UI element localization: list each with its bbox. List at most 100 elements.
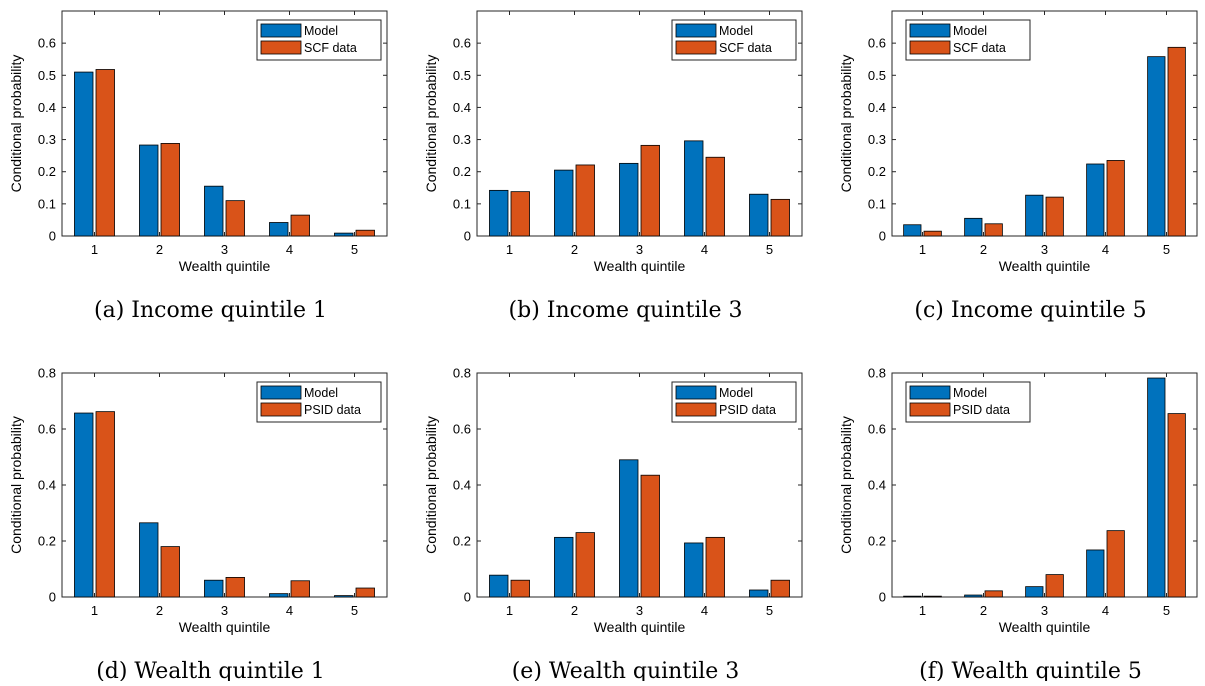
bar-model <box>964 217 983 237</box>
bar-data <box>95 69 115 237</box>
x-tick-label: 1 <box>919 242 926 257</box>
bar-data <box>984 590 1003 598</box>
x-tick-label: 4 <box>701 603 708 618</box>
y-tick-label: 0.6 <box>38 422 56 437</box>
x-tick-label: 3 <box>1041 242 1048 257</box>
bar-data <box>160 143 180 237</box>
x-tick-label: 5 <box>766 603 773 618</box>
legend-label-model: Model <box>304 24 338 38</box>
bar-model <box>489 189 509 237</box>
legend-swatch-model <box>260 23 302 38</box>
y-tick-label: 0.1 <box>868 196 886 211</box>
legend-swatch-data <box>909 40 951 55</box>
x-tick-label: 5 <box>766 242 773 257</box>
bar-data <box>225 200 245 237</box>
x-tick-label: 4 <box>1102 242 1109 257</box>
chart-panel-a: 0 0.1 0.2 0.3 0.4 0.5 0.6 1 2 3 4 5 Wealth quintile C… <box>8 10 388 323</box>
y-tick-label: 0 <box>464 590 471 605</box>
bar-model <box>139 144 159 237</box>
panel-caption: (e) Wealth quintile 3 <box>512 659 740 681</box>
bar-data <box>510 579 530 598</box>
legend-label-model: Model <box>953 24 987 38</box>
bar-model <box>554 169 574 237</box>
bar-data <box>770 579 790 598</box>
y-tick-label: 0.3 <box>38 132 56 147</box>
bar-data <box>640 474 660 598</box>
y-axis-label: Conditional probability <box>423 55 439 193</box>
bar-model <box>334 595 354 598</box>
bar-model <box>964 594 983 598</box>
y-tick-label: 0.5 <box>868 68 886 83</box>
bar-data <box>923 595 942 598</box>
bar-data <box>705 156 725 237</box>
y-axis-label: Conditional probability <box>8 55 24 193</box>
bar-data <box>95 411 115 598</box>
bar-data <box>160 546 180 598</box>
bar-data <box>1045 574 1064 598</box>
legend: Model PSID data <box>256 381 382 423</box>
x-tick-label: 1 <box>919 603 926 618</box>
legend: Model SCF data <box>671 19 797 61</box>
y-tick-label: 0 <box>49 229 56 244</box>
bar-model <box>74 412 94 598</box>
chart-panel-b: 0 0.1 0.2 0.3 0.4 0.5 0.6 1 2 3 4 5 Wealth quintile C… <box>423 10 803 323</box>
bar-model <box>619 162 639 237</box>
y-tick-label: 0.2 <box>38 164 56 179</box>
bar-data <box>1167 413 1186 598</box>
panel-caption: (d) Wealth quintile 1 <box>96 659 325 681</box>
y-axis-label: Conditional probability <box>8 416 24 554</box>
legend-label-model: Model <box>719 24 753 38</box>
x-tick-label: 3 <box>221 603 228 618</box>
panel-caption: (c) Income quintile 5 <box>914 298 1146 323</box>
bar-model <box>1025 194 1044 237</box>
y-tick-label: 0.2 <box>868 534 886 549</box>
x-tick-label: 5 <box>351 603 358 618</box>
y-tick-label: 0.8 <box>868 366 886 381</box>
y-axis-label: Conditional probability <box>838 55 854 193</box>
y-tick-label: 0.2 <box>38 534 56 549</box>
y-tick-label: 0.4 <box>38 100 56 115</box>
legend: Model SCF data <box>905 19 1031 61</box>
bar-data <box>1045 196 1064 237</box>
legend-swatch-data <box>260 402 302 417</box>
x-tick-label: 1 <box>91 603 98 618</box>
y-tick-label: 0.6 <box>868 36 886 51</box>
legend-label-data: PSID data <box>304 403 361 417</box>
legend-swatch-data <box>675 40 717 55</box>
bar-model <box>1086 163 1105 237</box>
bar-model <box>684 542 704 598</box>
x-tick-label: 2 <box>156 603 163 618</box>
chart-panel-f: 0 0.2 0.4 0.6 0.8 1 2 3 4 5 Wealth quintile Conditi… <box>838 366 1198 684</box>
y-tick-label: 0.1 <box>453 196 471 211</box>
legend-label-data: SCF data <box>719 41 772 55</box>
bar-model <box>749 193 769 237</box>
y-tick-label: 0 <box>879 590 886 605</box>
x-tick-label: 2 <box>156 242 163 257</box>
legend-label-data: PSID data <box>953 403 1010 417</box>
bar-model <box>1147 56 1166 237</box>
legend-swatch-model <box>260 385 302 400</box>
panel-caption: (f) Wealth quintile 5 <box>919 659 1142 681</box>
bar-model <box>684 140 704 237</box>
bar-data <box>640 144 660 237</box>
y-tick-label: 0 <box>49 590 56 605</box>
x-axis-label: Wealth quintile <box>594 619 686 635</box>
x-tick-label: 4 <box>286 603 293 618</box>
bar-model <box>269 593 289 598</box>
bar-data <box>923 230 942 237</box>
bar-model <box>1086 549 1105 598</box>
bar-data <box>355 229 375 237</box>
x-tick-label: 4 <box>1102 603 1109 618</box>
y-tick-label: 0.1 <box>38 196 56 211</box>
y-tick-label: 0.4 <box>38 478 56 493</box>
y-tick-label: 0.3 <box>868 132 886 147</box>
legend: Model SCF data <box>256 19 382 61</box>
bar-model <box>139 522 159 598</box>
bar-data <box>290 214 310 237</box>
legend-swatch-data <box>260 40 302 55</box>
bar-model <box>903 224 922 237</box>
legend-label-data: SCF data <box>953 41 1006 55</box>
legend-swatch-model <box>909 23 951 38</box>
legend: Model PSID data <box>671 381 797 423</box>
